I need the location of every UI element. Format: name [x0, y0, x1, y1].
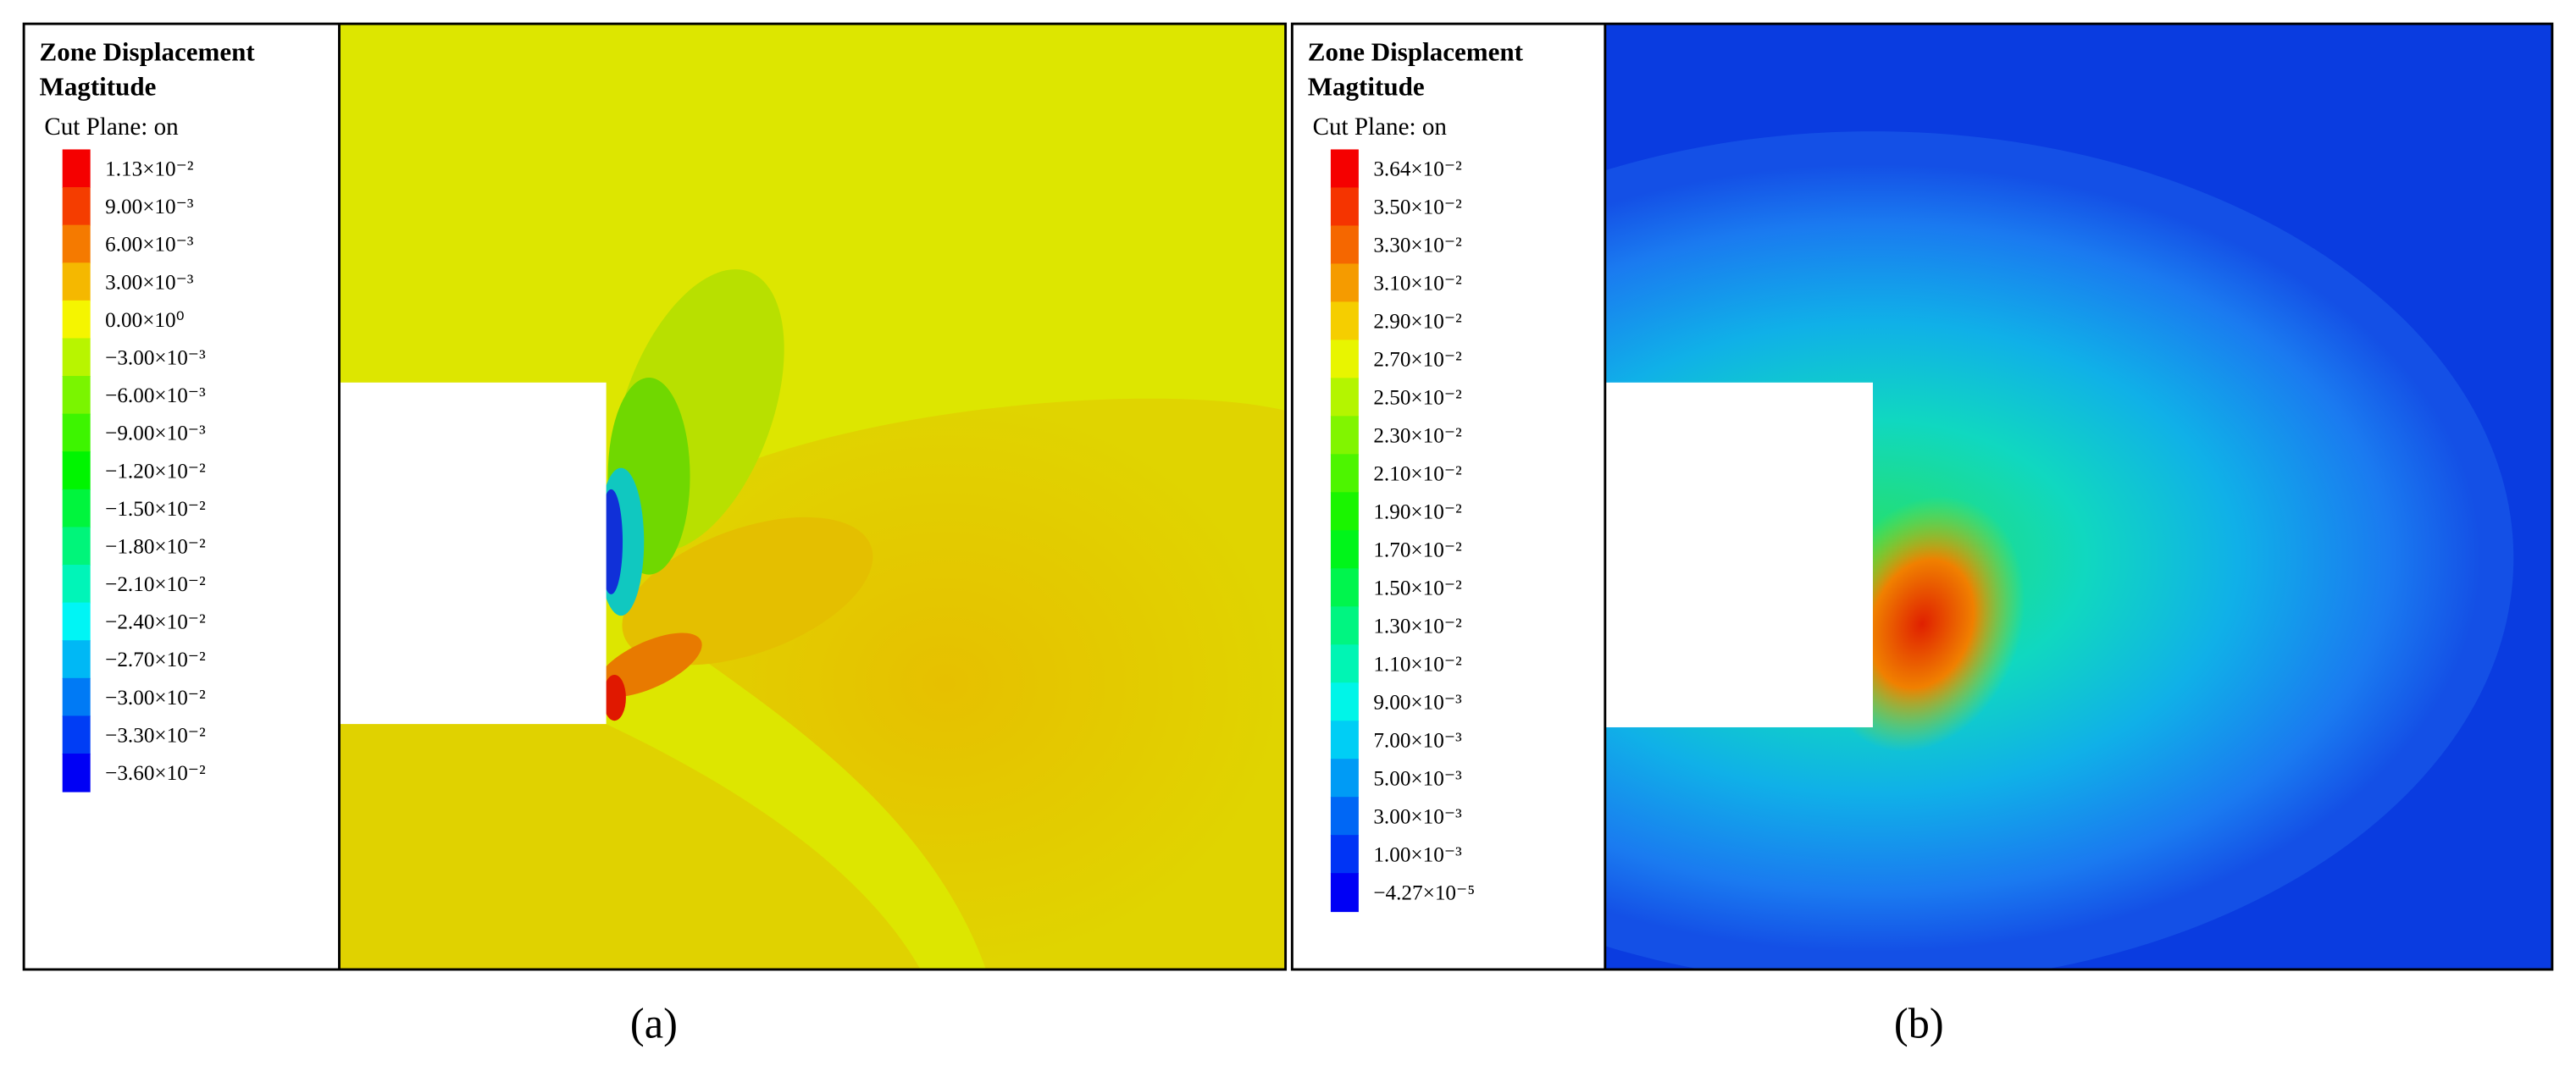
- legend-label: 2.30×10⁻²: [1373, 425, 1461, 448]
- color-band: [62, 451, 91, 490]
- color-band: [1330, 340, 1359, 379]
- legend-title: Zone Displacement: [1308, 37, 1524, 67]
- color-band: [1330, 492, 1359, 532]
- color-band: [62, 262, 91, 301]
- legend-label: 1.10×10⁻²: [1373, 653, 1461, 676]
- color-band: [1330, 682, 1359, 722]
- legend-label: 3.00×10⁻³: [105, 271, 194, 294]
- legend-title: Magtitude: [1308, 71, 1425, 101]
- color-band: [62, 677, 91, 717]
- legend-label: 7.00×10⁻³: [1373, 729, 1462, 752]
- color-band: [1330, 187, 1359, 227]
- color-band: [1330, 263, 1359, 303]
- color-band: [1330, 568, 1359, 608]
- color-band: [1330, 416, 1359, 456]
- legend-label: −3.00×10⁻³: [105, 346, 206, 369]
- legend-subtitle: Cut Plane: on: [1313, 113, 1448, 141]
- legend-label: 2.70×10⁻²: [1373, 349, 1461, 372]
- legend-label: 2.90×10⁻²: [1373, 311, 1461, 334]
- legend-label: −3.30×10⁻²: [105, 724, 206, 747]
- legend-label: 9.00×10⁻³: [105, 196, 194, 218]
- color-band: [62, 565, 91, 604]
- color-band: [62, 715, 91, 754]
- color-band: [62, 187, 91, 226]
- legend-label: 1.50×10⁻²: [1373, 577, 1461, 600]
- legend-label: −2.10×10⁻²: [105, 573, 206, 596]
- color-band: [1330, 606, 1359, 646]
- color-band: [1330, 301, 1359, 341]
- color-band: [62, 527, 91, 566]
- legend-label: 9.00×10⁻³: [1373, 691, 1462, 714]
- legend-label: 0.00×10⁰: [105, 309, 185, 332]
- panel-frame: [22, 22, 1288, 971]
- legend-label: −3.60×10⁻²: [105, 762, 206, 785]
- color-band: [1330, 378, 1359, 417]
- legend-label: 3.30×10⁻²: [1373, 235, 1461, 257]
- legend-label: 2.50×10⁻²: [1373, 387, 1461, 410]
- legend-title: Zone Displacement: [40, 37, 256, 67]
- legend-label: 3.10×10⁻²: [1373, 273, 1461, 295]
- legend-label: 3.64×10⁻²: [1373, 158, 1461, 181]
- legend-label: 1.13×10⁻²: [105, 157, 193, 180]
- color-band: [1330, 149, 1359, 189]
- contour-b: [1604, 25, 2551, 969]
- color-band: [1330, 225, 1359, 265]
- legend-label: −1.20×10⁻²: [105, 460, 206, 483]
- color-band: [1330, 835, 1359, 875]
- color-band: [1330, 873, 1359, 913]
- caption: (a): [630, 999, 678, 1047]
- legend-label: −2.70×10⁻²: [105, 649, 206, 671]
- legend-label: −2.40×10⁻²: [105, 611, 206, 634]
- color-band: [1330, 530, 1359, 570]
- color-band: [1330, 454, 1359, 494]
- color-band: [1330, 759, 1359, 798]
- legend-label: 6.00×10⁻³: [105, 234, 194, 257]
- legend-label: −4.27×10⁻⁵: [1373, 881, 1475, 904]
- caption: (b): [1894, 999, 1944, 1047]
- legend-label: −1.80×10⁻²: [105, 535, 206, 558]
- legend-label: 2.10×10⁻²: [1373, 463, 1461, 486]
- color-band: [62, 602, 91, 642]
- color-band: [62, 376, 91, 415]
- legend-label: 1.00×10⁻³: [1373, 843, 1462, 866]
- color-band: [62, 149, 91, 189]
- legend-label: −9.00×10⁻³: [105, 423, 206, 445]
- legend-label: 1.70×10⁻²: [1373, 539, 1461, 562]
- legend-title: Magtitude: [40, 71, 157, 101]
- color-band: [1330, 721, 1359, 760]
- color-band: [62, 338, 91, 378]
- legend-label: 1.90×10⁻²: [1373, 501, 1461, 524]
- legend-label: 1.30×10⁻²: [1373, 615, 1461, 638]
- legend-label: −6.00×10⁻³: [105, 384, 206, 407]
- panel-frame: [1290, 22, 2554, 971]
- contour-a: [340, 25, 1285, 969]
- color-band: [1330, 797, 1359, 837]
- color-band: [62, 640, 91, 679]
- color-band: [62, 300, 91, 340]
- legend-subtitle: Cut Plane: on: [44, 113, 179, 141]
- legend-label: 3.50×10⁻²: [1373, 196, 1461, 219]
- legend-label: 5.00×10⁻³: [1373, 767, 1462, 790]
- legend-label: −3.00×10⁻²: [105, 687, 206, 710]
- legend-label: −1.50×10⁻²: [105, 498, 206, 521]
- legend-label: 3.00×10⁻³: [1373, 805, 1462, 828]
- color-band: [62, 413, 91, 453]
- color-band: [1330, 644, 1359, 684]
- color-band: [62, 224, 91, 264]
- color-band: [62, 754, 91, 793]
- color-band: [62, 489, 91, 528]
